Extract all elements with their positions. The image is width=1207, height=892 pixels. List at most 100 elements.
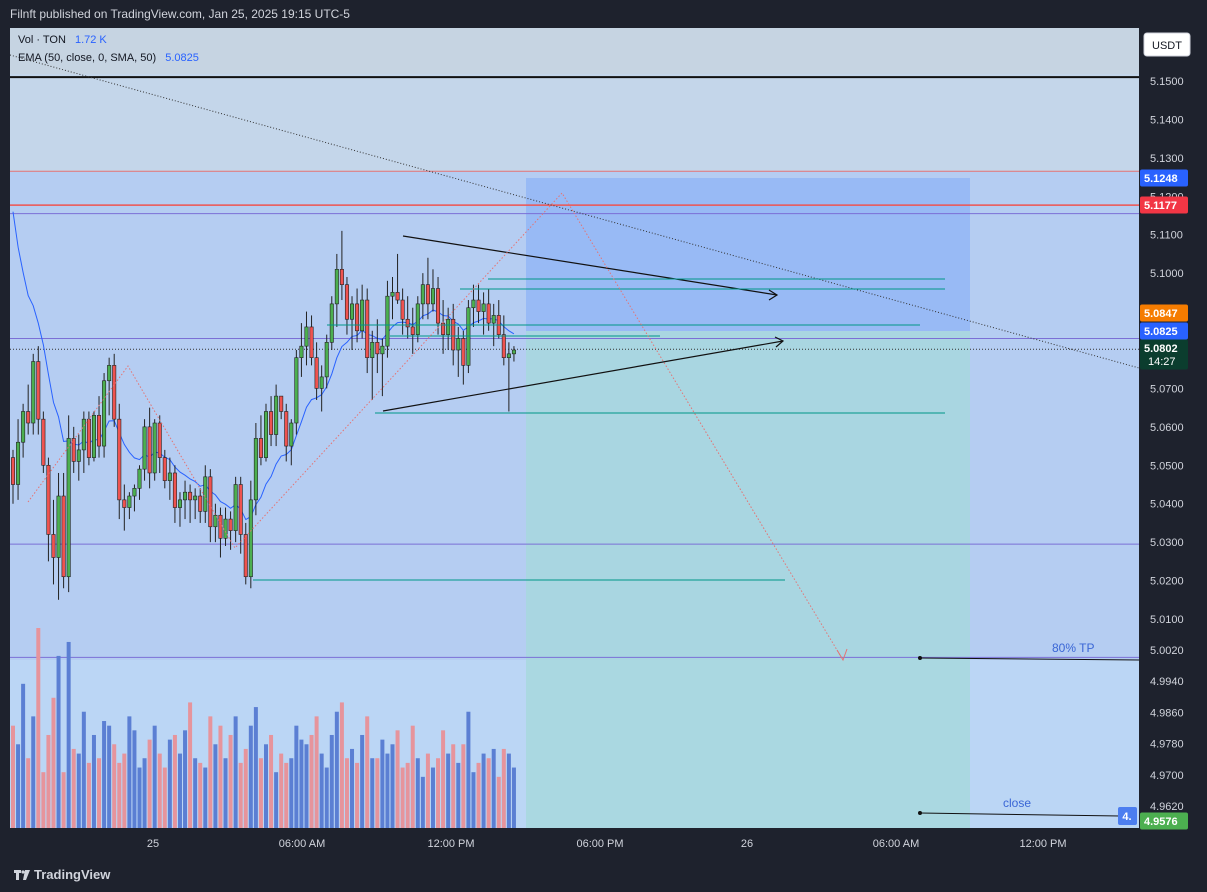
time-tick-label: 26	[741, 838, 753, 850]
zigzag-arrow-head	[836, 648, 848, 662]
time-tick-label: 06:00 PM	[576, 838, 623, 850]
candle	[324, 342, 329, 378]
price-tag-label: 5.0802	[1144, 343, 1178, 355]
price-tag	[1140, 339, 1188, 370]
candle	[380, 345, 385, 355]
volume-bar	[91, 734, 96, 828]
volume-bar	[415, 758, 420, 828]
candle	[117, 418, 122, 501]
candle	[203, 476, 208, 512]
volume-bar	[264, 744, 268, 828]
candle	[466, 307, 471, 366]
volume-bar	[294, 725, 299, 828]
candle	[319, 376, 324, 389]
time-tick-label: 12:00 PM	[1019, 838, 1066, 850]
volume-bar	[319, 753, 324, 828]
price-tag	[1140, 304, 1188, 322]
volume-bar	[274, 772, 279, 828]
candle	[102, 380, 107, 447]
volume-bar	[350, 748, 355, 828]
price-tag-label: 5.1177	[1144, 200, 1177, 212]
candle	[309, 326, 314, 358]
candle	[21, 411, 26, 443]
candle	[294, 357, 299, 424]
volume-bar	[193, 758, 198, 828]
tp-line	[919, 657, 1140, 661]
volume-bar	[238, 762, 243, 828]
candle	[476, 299, 481, 312]
ema-legend-label: EMA (50, close, 0, SMA, 50)	[18, 52, 157, 64]
volume-bar	[400, 767, 405, 828]
volume-bar	[253, 707, 258, 828]
close-line	[919, 812, 1121, 817]
time-axis[interactable]: 25 06:00 AM 12:00 PM 06:00 PM 26 06:00 AM 12:0…	[147, 838, 1067, 850]
candle	[329, 303, 334, 343]
volume-bar	[446, 753, 451, 828]
price-tick-label: 4.9860	[1150, 707, 1184, 719]
candle	[506, 353, 511, 358]
candle	[299, 345, 304, 358]
price-axis[interactable]: 5.15005.14005.13005.12005.11005.10005.09…	[1150, 76, 1184, 813]
volume-bar	[334, 711, 339, 828]
price-tick-label: 4.9940	[1150, 676, 1184, 688]
candle	[152, 422, 157, 474]
volume-bar	[420, 776, 425, 828]
candle	[279, 395, 284, 412]
time-tick-label: 25	[147, 838, 159, 850]
volume-bar	[258, 758, 263, 828]
candle	[360, 299, 365, 332]
time-axis-bg	[10, 828, 1139, 856]
volume-bar	[132, 730, 137, 828]
resistance-zone	[10, 28, 1139, 74]
volume-bar	[76, 753, 81, 828]
upper-zone	[10, 74, 1139, 171]
candle	[31, 361, 36, 424]
tradingview-logo[interactable]: TradingView	[14, 867, 110, 882]
volume-bar	[289, 758, 294, 828]
price-tick-label: 5.0100	[1150, 614, 1184, 626]
candle	[177, 499, 182, 508]
volume-bar	[324, 767, 329, 828]
candle	[107, 365, 112, 382]
volume-bar	[198, 762, 203, 828]
price-tick-label: 4.9780	[1150, 739, 1184, 751]
candle	[56, 495, 61, 558]
volume-bar	[410, 725, 415, 828]
volume-bar	[51, 697, 56, 828]
volume-bar	[117, 762, 122, 828]
candle	[491, 315, 496, 324]
candle	[339, 268, 344, 285]
candle	[223, 518, 228, 539]
volume-bar	[233, 716, 238, 828]
volume-bar	[451, 744, 456, 828]
volume-bar	[496, 776, 501, 828]
price-tag	[1140, 196, 1188, 214]
volume-bar	[172, 734, 177, 828]
candle	[481, 303, 486, 312]
candle	[208, 476, 213, 528]
volume-bar	[309, 734, 314, 828]
close-price-tag	[1118, 807, 1137, 825]
candle	[284, 411, 289, 447]
price-tag-label: 4.9576	[1144, 816, 1178, 828]
candle	[425, 284, 430, 305]
candle	[461, 338, 466, 366]
candle	[142, 426, 147, 470]
volume-bar	[11, 725, 15, 828]
candle	[471, 299, 476, 309]
volume-bar	[390, 744, 395, 828]
price-tag	[1140, 169, 1188, 187]
volume-bar	[501, 748, 506, 828]
close-point	[918, 811, 922, 815]
descending-trendline	[9, 54, 1140, 369]
currency-button[interactable]: USDT	[1143, 32, 1191, 57]
candle	[511, 349, 516, 355]
price-tick-label: 4.9700	[1150, 770, 1184, 782]
volume-bar	[152, 725, 157, 828]
candle	[501, 334, 506, 358]
price-tag	[1140, 322, 1188, 340]
candle	[269, 411, 274, 435]
price-axis-bg	[1139, 28, 1197, 856]
volume-bar	[380, 739, 385, 828]
